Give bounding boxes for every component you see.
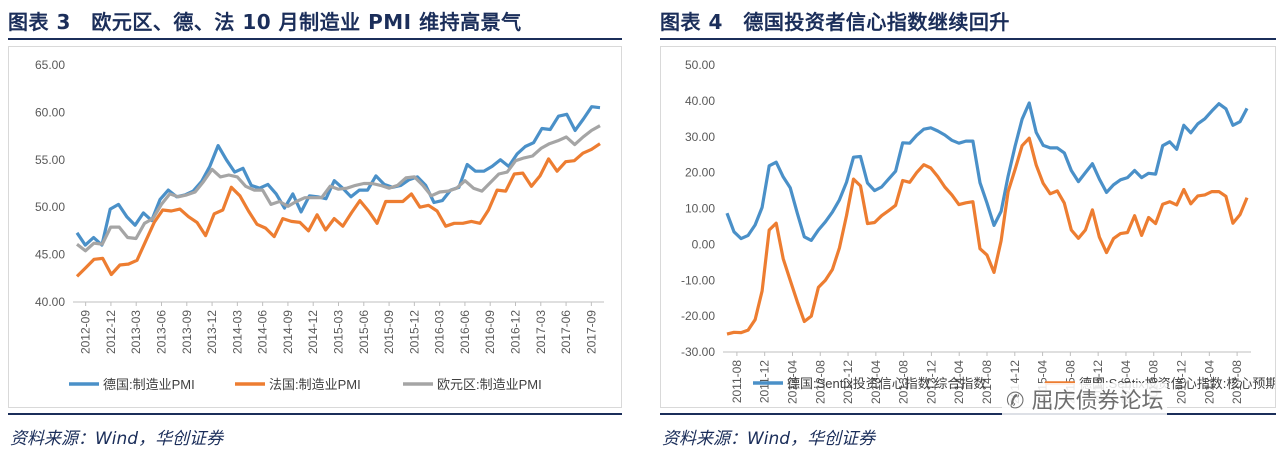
y-tick-label: 55.00 bbox=[35, 153, 65, 167]
x-tick-label: 2011-08 bbox=[730, 360, 744, 403]
left-pmi-chart: 40.00 45.00 50.00 55.00 60.00 65.00 2012-09 201… bbox=[35, 58, 604, 392]
x-tick-label: 2015-12 bbox=[407, 310, 421, 354]
series-line-0-2 bbox=[76, 124, 601, 253]
x-tick-label: 2012-12 bbox=[104, 310, 118, 354]
series-line-0-1 bbox=[75, 142, 601, 278]
left-source: 资料来源：Wind，华创证券 bbox=[10, 429, 224, 449]
y-tick-label: 50.00 bbox=[685, 58, 715, 72]
y-tick-label: 60.00 bbox=[35, 105, 65, 119]
x-tick-label: 2014-06 bbox=[256, 310, 270, 354]
left-title-rule bbox=[8, 38, 622, 40]
x-tick-label: 2013-03 bbox=[129, 310, 143, 354]
left-chart-frame: 40.00 45.00 50.00 55.00 60.00 65.00 2012-09 201… bbox=[8, 46, 622, 408]
right-source: 资料来源：Wind，华创证券 bbox=[662, 429, 876, 449]
right-title-rule bbox=[660, 38, 1276, 40]
left-source-rule bbox=[8, 413, 622, 415]
x-tick-label: 2016-09 bbox=[483, 310, 497, 354]
right-source-rule bbox=[660, 413, 1276, 415]
right-chart-frame: -30.00 -20.00 -10.00 0.00 10.00 20.00 30.00 40.… bbox=[660, 46, 1284, 408]
x-tick-label: 2016-12 bbox=[509, 310, 523, 354]
y-tick-label: 50.00 bbox=[35, 200, 65, 214]
x-tick-label: 2017-04 bbox=[1202, 360, 1216, 404]
y-tick-label: 10.00 bbox=[685, 202, 715, 216]
x-tick-label: 2017-08 bbox=[1230, 360, 1244, 404]
y-tick-label: -30.00 bbox=[681, 345, 715, 359]
series-line-0-0 bbox=[75, 105, 601, 247]
x-tick-label: 2017-06 bbox=[559, 310, 573, 354]
y-tick-label: 40.00 bbox=[685, 94, 715, 108]
y-tick-label: -10.00 bbox=[681, 273, 715, 287]
legend-label-0-0: 德国:制造业PMI bbox=[103, 377, 195, 392]
legend-label-0-1: 法国:制造业PMI bbox=[269, 377, 361, 392]
x-tick-label: 2013-09 bbox=[180, 310, 194, 354]
x-tick-label: 2016-12 bbox=[1175, 360, 1189, 404]
series-line-1-0 bbox=[725, 101, 1249, 242]
wechat-icon: ✆ bbox=[1006, 389, 1025, 414]
right-sentix-chart: -30.00 -20.00 -10.00 0.00 10.00 20.00 30.00 40.… bbox=[681, 58, 1284, 404]
x-tick-label: 2013-06 bbox=[155, 310, 169, 354]
x-tick-label: 2016-06 bbox=[458, 310, 472, 354]
y-tick-label: 30.00 bbox=[685, 130, 715, 144]
x-tick-label: 2012-12 bbox=[841, 360, 855, 404]
y-tick-label: 20.00 bbox=[685, 166, 715, 180]
y-tick-label: 40.00 bbox=[35, 295, 65, 309]
x-tick-label: 2014-09 bbox=[281, 310, 295, 354]
x-tick-label: 2012-08 bbox=[813, 360, 827, 404]
x-tick-label: 2013-04 bbox=[869, 360, 883, 404]
x-tick-label: 2014-03 bbox=[230, 310, 244, 354]
x-tick-label: 2017-03 bbox=[534, 310, 548, 354]
y-tick-label: 65.00 bbox=[35, 58, 65, 72]
watermark-text: 屈庆债券论坛 bbox=[1031, 389, 1164, 414]
series-line-1-1 bbox=[726, 136, 1249, 336]
x-tick-label: 2014-08 bbox=[980, 360, 994, 404]
x-tick-label: 2015-09 bbox=[382, 310, 396, 354]
x-tick-label: 2017-09 bbox=[584, 310, 598, 354]
x-tick-label: 2012-09 bbox=[79, 310, 93, 354]
x-tick-label: 2013-12 bbox=[205, 310, 219, 354]
x-tick-label: 2012-04 bbox=[785, 360, 799, 404]
y-tick-label: -20.00 bbox=[681, 309, 715, 323]
legend-label-0-2: 欧元区:制造业PMI bbox=[437, 377, 542, 392]
x-tick-label: 2014-04 bbox=[952, 360, 966, 404]
legend-label-1-0: 德国:Sentix投资信心指数:综合指数 bbox=[787, 376, 986, 391]
x-tick-label: 2013-12 bbox=[924, 360, 938, 404]
watermark: ✆ 屈庆债券论坛 bbox=[1002, 383, 1168, 415]
y-tick-label: 45.00 bbox=[35, 248, 65, 262]
right-chart-title: 图表 4 德国投资者信心指数继续回升 bbox=[660, 10, 1010, 34]
x-tick-label: 2013-08 bbox=[897, 360, 911, 404]
x-tick-label: 2015-03 bbox=[332, 310, 346, 354]
x-tick-label: 2014-12 bbox=[306, 310, 320, 354]
x-tick-label: 2015-06 bbox=[357, 310, 371, 354]
y-tick-label: 0.00 bbox=[692, 237, 716, 251]
left-chart-title: 图表 3 欧元区、德、法 10 月制造业 PMI 维持高景气 bbox=[8, 10, 522, 34]
x-tick-label: 2016-03 bbox=[433, 310, 447, 354]
